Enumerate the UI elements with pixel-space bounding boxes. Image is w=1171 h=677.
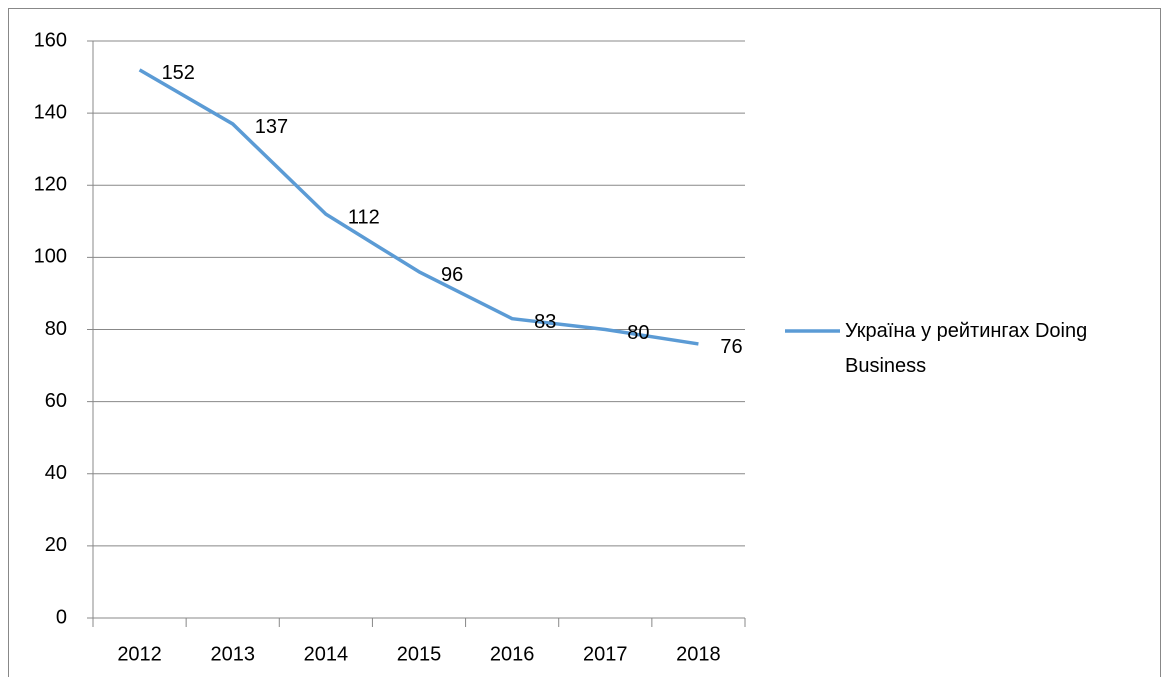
y-tick-label: 160 (34, 29, 67, 51)
data-label: 83 (534, 311, 556, 333)
data-label: 152 (162, 62, 195, 84)
x-tick-label: 2016 (490, 643, 535, 665)
data-label: 96 (441, 264, 463, 286)
x-tick-label: 2012 (117, 643, 162, 665)
y-tick-label: 0 (56, 606, 67, 628)
x-tick-label: 2017 (583, 643, 628, 665)
data-label: 112 (348, 206, 380, 228)
x-tick-label: 2015 (397, 643, 442, 665)
y-tick-label: 40 (45, 462, 67, 484)
y-tick-label: 140 (34, 101, 67, 123)
chart-border (8, 8, 1161, 677)
legend-label: Україна у рейтингах Doing Business (845, 320, 1088, 377)
y-tick-label: 120 (34, 174, 67, 196)
data-label: 137 (255, 116, 288, 138)
x-tick-label: 2013 (210, 643, 255, 665)
x-tick-label: 2014 (304, 643, 349, 665)
data-label: 80 (627, 322, 649, 344)
y-tick-label: 100 (34, 246, 67, 268)
x-tick-label: 2018 (676, 643, 721, 665)
y-tick-label: 80 (45, 318, 67, 340)
y-tick-label: 60 (45, 390, 67, 412)
data-line (138, 68, 699, 346)
data-label: 76 (720, 336, 742, 358)
y-tick-label: 20 (45, 534, 67, 556)
